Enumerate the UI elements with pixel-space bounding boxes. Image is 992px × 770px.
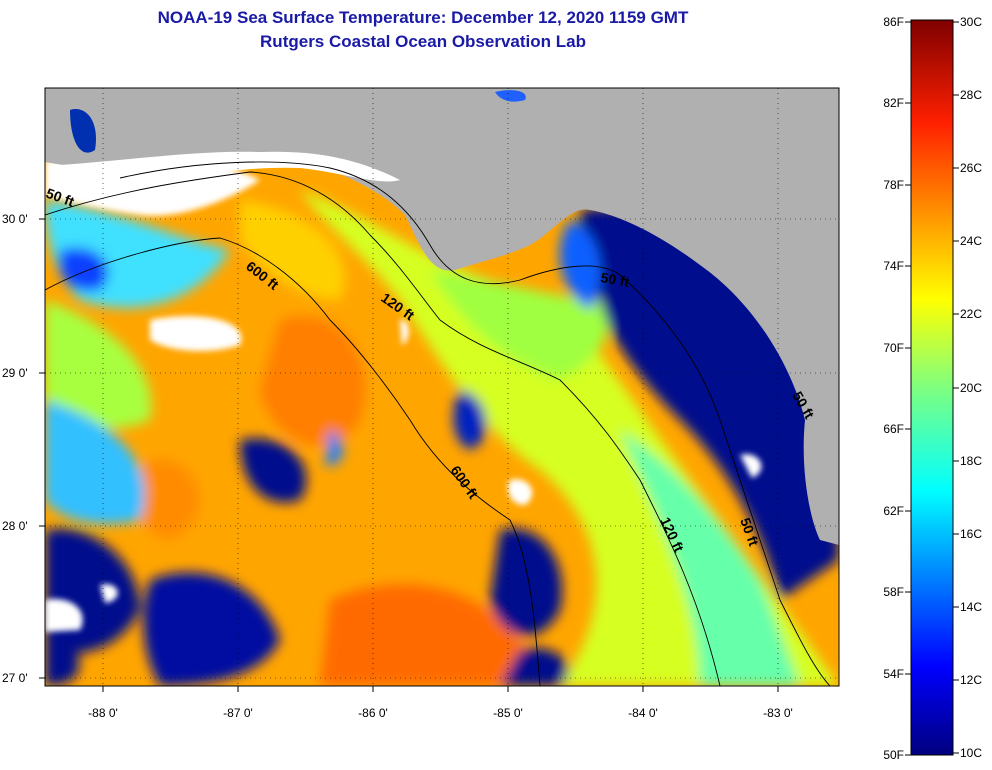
- c-label: 20C: [960, 381, 982, 395]
- c-label: 30C: [960, 15, 982, 29]
- lat-label: 28 0': [2, 519, 28, 533]
- f-label: 78F: [883, 178, 904, 192]
- lat-label: 27 0': [2, 671, 28, 685]
- c-label: 18C: [960, 454, 982, 468]
- map-title: NOAA-19 Sea Surface Temperature: Decembe…: [157, 8, 689, 27]
- f-label: 54F: [883, 667, 904, 681]
- f-label: 50F: [883, 748, 904, 762]
- contour-600ft: [45, 237, 541, 686]
- latitude-labels: 30 0' 29 0' 28 0' 27 0': [2, 212, 28, 685]
- lon-label: -86 0': [358, 706, 388, 720]
- lon-label: -83 0': [763, 706, 793, 720]
- c-label: 22C: [960, 307, 982, 321]
- colorbar-gradient: [910, 19, 954, 756]
- c-label: 12C: [960, 673, 982, 687]
- c-label: 16C: [960, 527, 982, 541]
- f-label: 58F: [883, 585, 904, 599]
- map-frame: [44, 87, 840, 687]
- map-panel: 600 ft 120 ft 50 ft 600 ft 120 ft 50 ft …: [45, 88, 839, 686]
- c-label: 26C: [960, 161, 982, 175]
- longitude-labels: -88 0' -87 0' -86 0' -85 0' -84 0' -83 0…: [88, 706, 793, 720]
- lon-label: -87 0': [223, 706, 253, 720]
- lon-label: -85 0': [493, 706, 523, 720]
- land-area: [45, 88, 839, 545]
- map-subtitle: Rutgers Coastal Ocean Observation Lab: [260, 32, 586, 51]
- c-label: 14C: [960, 600, 982, 614]
- f-label: 66F: [883, 422, 904, 436]
- f-label: 86F: [883, 15, 904, 29]
- contour-50ft: [119, 161, 831, 686]
- colorbar: 86F 82F 78F 74F 70F 66F 62F 58F 54F 50F …: [883, 15, 982, 762]
- c-label: 28C: [960, 88, 982, 102]
- contour-120ft: [45, 171, 721, 686]
- lon-label: -88 0': [88, 706, 118, 720]
- celsius-labels: 30C 28C 26C 24C 22C 20C 18C 16C 14C 12C …: [960, 15, 982, 760]
- contour-label-50ft-north: 50 ft: [599, 269, 630, 290]
- lat-label: 30 0': [2, 212, 28, 226]
- f-label: 62F: [883, 504, 904, 518]
- axis-ticks: [39, 218, 779, 692]
- f-label: 70F: [883, 341, 904, 355]
- c-label: 10C: [960, 746, 982, 760]
- f-label: 74F: [883, 259, 904, 273]
- f-label: 82F: [883, 96, 904, 110]
- bathymetry-contours: [45, 161, 831, 686]
- lat-label: 29 0': [2, 366, 28, 380]
- fahrenheit-labels: 86F 82F 78F 74F 70F 66F 62F 58F 54F 50F: [883, 15, 904, 762]
- c-label: 24C: [960, 234, 982, 248]
- lon-label: -84 0': [628, 706, 658, 720]
